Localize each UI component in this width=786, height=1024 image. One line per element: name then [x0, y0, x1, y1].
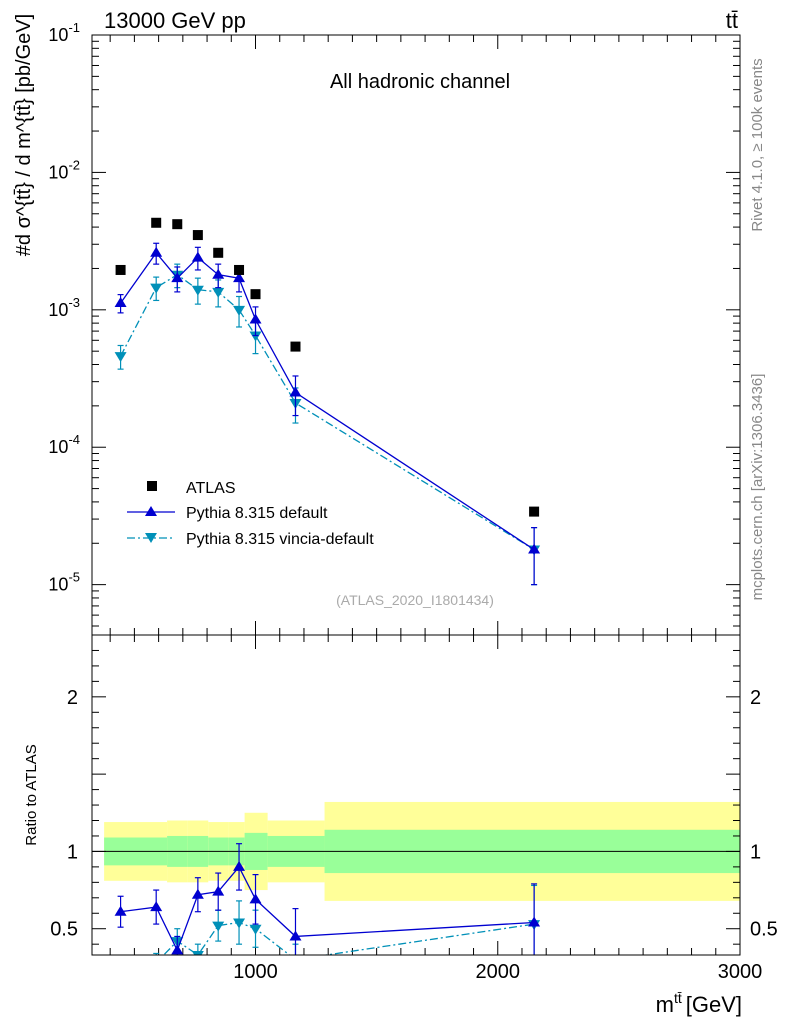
ratio-point-pythia-8-315-default	[191, 888, 204, 899]
main-panel: All hadronic channel (ATLAS_2020_I180143…	[13, 14, 741, 636]
ratio-line-pythia-8-315-vincia-default	[162, 921, 535, 955]
main-point-pythia-8-315-default	[114, 297, 127, 308]
y-tick-label-base: 10	[48, 25, 68, 45]
main-point-pythia-8-315-default	[249, 313, 262, 324]
main-point-pythia-8-315-vincia-default	[249, 331, 262, 342]
main-y-tick-label: 10-1	[48, 20, 80, 45]
legend-label-vincia: Pythia 8.315 vincia-default	[186, 531, 374, 548]
main-point-atlas	[213, 247, 224, 258]
main-y-tick-labels: 10-510-410-310-210-1	[48, 20, 80, 595]
ratio-axis-ticks	[92, 634, 741, 955]
main-y-tick-label: 10-4	[48, 432, 80, 457]
ratio-point-pythia-8-315-default	[289, 930, 302, 941]
rivet-version-label: Rivet 4.1.0, ≥ 100k events	[749, 58, 766, 231]
main-plot-title: All hadronic channel	[330, 71, 510, 93]
ratio-y-tick-labels: 0.5 0.5 1 1 2 2	[50, 687, 778, 941]
ratio-y-tick-label-right: 1	[750, 841, 761, 863]
y-tick-label-exponent: -1	[68, 20, 80, 35]
ratio-panel: 0.5 0.5 1 1 2 2 Ratio to ATLAS 1000 2000 3000 m…	[23, 634, 778, 1017]
y-tick-label-base: 10	[48, 575, 68, 595]
ratio-series-group	[114, 843, 541, 975]
main-y-tick-label: 10-5	[48, 570, 80, 595]
x-axis-label-sup: tt̄	[674, 990, 682, 1006]
legend-label-default: Pythia 8.315 default	[186, 505, 328, 522]
legend-marker-atlas	[147, 481, 157, 491]
ratio-point-pythia-8-315-default	[528, 916, 541, 927]
ratio-y-tick-label-right: 2	[750, 687, 761, 709]
main-point-pythia-8-315-default	[289, 386, 302, 397]
ratio-point-pythia-8-315-vincia-default	[212, 921, 225, 932]
main-point-pythia-8-315-vincia-default	[191, 285, 204, 296]
x-axis-label: mtt̄ [GeV]	[656, 990, 742, 1017]
main-point-atlas	[290, 341, 301, 352]
y-tick-label-exponent: -5	[68, 570, 80, 585]
process-label: tt̄	[726, 8, 738, 33]
ratio-point-pythia-8-315-default	[171, 944, 184, 955]
mcplots-label: mcplots.cern.ch [arXiv:1306.3436]	[749, 374, 766, 601]
main-point-pythia-8-315-vincia-default	[233, 305, 246, 316]
ratio-point-pythia-8-315-vincia-default	[249, 924, 262, 935]
ratio-frame	[91, 634, 741, 956]
ratio-point-pythia-8-315-default	[150, 901, 163, 912]
y-tick-label-base: 10	[48, 162, 68, 182]
y-tick-label-exponent: -2	[68, 157, 80, 172]
ratio-y-tick-label-right: 0.5	[750, 919, 778, 941]
x-axis-label-var: m	[656, 992, 674, 1017]
y-tick-label-base: 10	[48, 300, 68, 320]
ratio-point-pythia-8-315-vincia-default	[150, 959, 162, 969]
x-tick-label: 3000	[718, 961, 763, 983]
ratio-point-pythia-8-315-vincia-default	[233, 918, 246, 929]
legend-marker-default	[145, 506, 157, 516]
ratio-y-tick-label-left: 0.5	[50, 919, 78, 941]
ratio-point-pythia-8-315-default	[233, 860, 246, 871]
ratio-y-axis-label: Ratio to ATLAS	[23, 744, 40, 845]
main-point-pythia-8-315-vincia-default	[212, 287, 225, 298]
x-axis-label-unit: [GeV]	[686, 992, 742, 1017]
main-point-pythia-8-315-default	[233, 272, 246, 283]
main-point-atlas	[234, 264, 245, 275]
ratio-point-pythia-8-315-default	[212, 885, 225, 896]
main-y-tick-label: 10-3	[48, 295, 80, 320]
main-point-pythia-8-315-vincia-default	[114, 352, 127, 363]
ratio-point-pythia-8-315-vincia-default	[191, 951, 204, 955]
main-point-pythia-8-315-default	[191, 251, 204, 262]
main-point-atlas	[192, 230, 203, 241]
main-point-pythia-8-315-vincia-default	[150, 283, 163, 294]
main-point-pythia-8-315-default	[171, 272, 184, 283]
main-point-atlas	[151, 217, 162, 228]
main-point-pythia-8-315-default	[212, 268, 225, 279]
main-point-atlas	[529, 506, 540, 517]
legend: ATLAS Pythia 8.315 default Pythia 8.315 …	[127, 480, 374, 548]
energy-label: 13000 GeV pp	[104, 8, 246, 33]
ratio-y-tick-label-left: 2	[67, 687, 78, 709]
main-y-tick-label: 10-2	[48, 157, 80, 182]
legend-label-atlas: ATLAS	[186, 480, 236, 497]
x-tick-label: 2000	[476, 961, 521, 983]
main-point-atlas	[115, 264, 126, 275]
ratio-point-pythia-8-315-vincia-default	[289, 956, 301, 966]
y-tick-label-exponent: -4	[68, 432, 80, 447]
y-tick-label-exponent: -3	[68, 295, 80, 310]
legend-marker-vincia	[145, 533, 157, 543]
ratio-point-pythia-8-315-vincia-default	[115, 965, 127, 975]
x-tick-labels: 1000 2000 3000	[233, 961, 762, 983]
main-series-group	[114, 217, 541, 586]
main-point-pythia-8-315-default	[150, 246, 163, 257]
main-point-pythia-8-315-default	[528, 543, 541, 554]
analysis-watermark: (ATLAS_2020_I1801434)	[336, 592, 494, 608]
main-point-atlas	[250, 289, 261, 300]
ratio-y-tick-label-left: 1	[67, 841, 78, 863]
y-tick-label-base: 10	[48, 437, 68, 457]
main-point-atlas	[172, 219, 183, 230]
ratio-point-pythia-8-315-default	[114, 905, 127, 916]
x-tick-label: 1000	[233, 961, 278, 983]
main-y-axis-label: #d σ^{tt̄} / d m^{tt̄} [pb/GeV]	[13, 14, 35, 256]
ratio-point-pythia-8-315-default	[249, 893, 262, 904]
